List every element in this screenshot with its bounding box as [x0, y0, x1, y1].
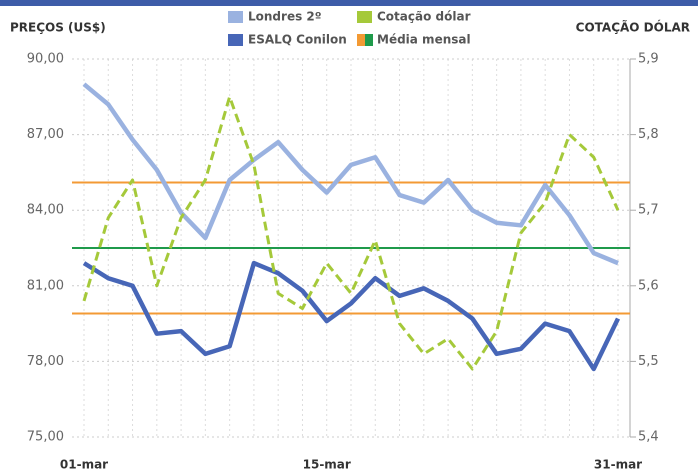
y2-axis-label: COTAÇÃO DÓLAR: [576, 20, 690, 35]
y2-tick-label: 5,4: [638, 430, 659, 445]
y-axis-label: PREÇOS (US$): [10, 21, 106, 35]
y2-tick-label: 5,7: [638, 203, 659, 218]
y2-tick-label: 5,8: [638, 127, 659, 142]
series-line: [82, 82, 619, 266]
x-tick-label: 31-mar: [594, 458, 642, 472]
legend-swatch: [228, 11, 243, 23]
y2-tick-label: 5,5: [638, 354, 659, 369]
y-tick-label: 81,00: [27, 278, 64, 293]
top-bar: [0, 0, 698, 6]
y-tick-label: 84,00: [27, 203, 64, 218]
legend-swatch: [357, 11, 372, 23]
y2-tick-label: 5,6: [638, 278, 659, 293]
y2-tick-label: 5,9: [638, 52, 659, 67]
x-tick-label: 01-mar: [60, 458, 108, 472]
y-tick-label: 75,00: [27, 430, 64, 445]
legend-swatch: [365, 34, 373, 46]
legend-swatch: [228, 34, 243, 46]
legend-label: ESALQ Conilon: [248, 33, 347, 47]
series-line: [82, 95, 620, 371]
y-tick-label: 90,00: [27, 52, 64, 67]
series-line: [82, 260, 621, 372]
x-tick-label: 15-mar: [303, 458, 351, 472]
legend-label: Média mensal: [377, 33, 471, 47]
legend-swatch: [357, 34, 365, 46]
y-tick-label: 78,00: [27, 354, 64, 369]
legend-label: Londres 2º: [248, 10, 322, 24]
y-tick-label: 87,00: [27, 127, 64, 142]
legend-label: Cotação dólar: [377, 10, 471, 24]
